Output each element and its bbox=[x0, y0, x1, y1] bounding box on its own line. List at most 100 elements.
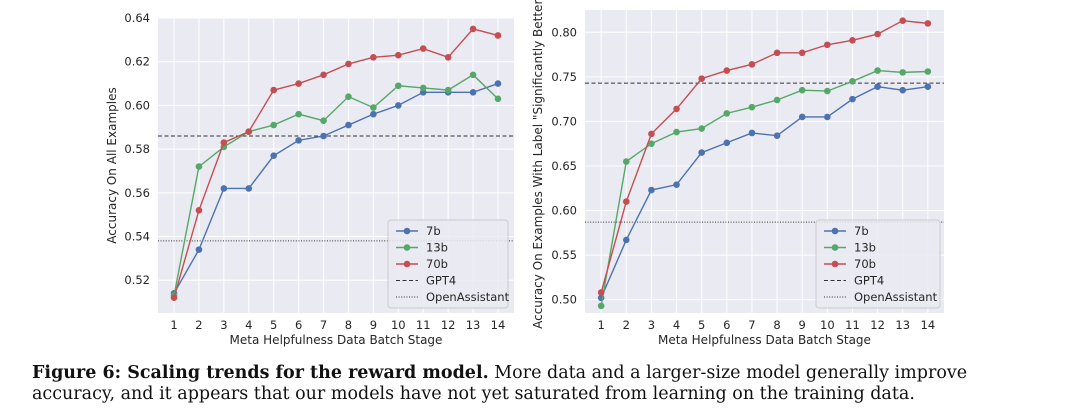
data-point-70b bbox=[723, 67, 731, 74]
data-point-70b bbox=[773, 49, 781, 57]
x-tick-label: 14 bbox=[491, 318, 506, 332]
x-tick-label: 11 bbox=[845, 318, 860, 332]
y-axis-label: Accuracy On Examples With Label "Signifi… bbox=[531, 0, 545, 329]
data-point-70b bbox=[597, 289, 605, 296]
x-tick-label: 9 bbox=[370, 318, 377, 332]
data-point-13b bbox=[698, 125, 705, 132]
legend-label: 13b bbox=[854, 241, 876, 255]
data-point-13b bbox=[270, 121, 278, 129]
data-point-70b bbox=[395, 51, 402, 59]
figure: 0.520.540.560.580.600.620.641 2 3 4 5 6 7 8 9 10 1… bbox=[105, 0, 944, 347]
x-tick-label: 5 bbox=[698, 318, 705, 332]
data-point-7b bbox=[673, 181, 680, 188]
data-point-13b bbox=[597, 302, 605, 310]
series-line-13b bbox=[600, 69, 928, 306]
legend-label: 13b bbox=[426, 241, 448, 255]
data-point-7b bbox=[698, 149, 705, 156]
legend-label: 7b bbox=[854, 224, 869, 238]
data-point-13b bbox=[622, 158, 630, 165]
x-tick-label: 13 bbox=[466, 318, 481, 332]
y-tick-label: 0.60 bbox=[551, 204, 577, 218]
legend-label: 70b bbox=[854, 257, 876, 271]
y-tick-label: 0.70 bbox=[551, 114, 577, 128]
data-point-70b bbox=[673, 105, 680, 113]
series-line-70b bbox=[600, 19, 928, 293]
data-point-70b bbox=[874, 30, 881, 38]
legend-box bbox=[387, 219, 509, 309]
data-point-13b bbox=[320, 117, 327, 125]
legend-marker-70b bbox=[831, 260, 839, 268]
legend-marker-70b bbox=[403, 260, 411, 268]
data-point-7b bbox=[648, 186, 655, 194]
x-tick-label: 12 bbox=[441, 318, 456, 332]
x-tick-label: 7 bbox=[748, 318, 755, 332]
x-tick-label: 10 bbox=[820, 318, 835, 332]
y-tick-label: 0.55 bbox=[551, 248, 577, 262]
x-tick-label: 1 bbox=[597, 318, 604, 332]
series-line-7b bbox=[173, 82, 499, 294]
y-axis-label: Accuracy On All Examples bbox=[105, 87, 119, 243]
x-tick-label: 6 bbox=[723, 318, 730, 332]
legend-box bbox=[815, 219, 941, 309]
x-tick-label: 7 bbox=[320, 318, 327, 332]
left-chart: 0.520.540.560.580.600.620.641 2 3 4 5 6 7 8 9 10 1… bbox=[105, 11, 514, 347]
data-point-13b bbox=[673, 128, 680, 136]
data-point-7b bbox=[370, 110, 377, 118]
data-point-7b bbox=[320, 132, 327, 140]
data-point-13b bbox=[648, 140, 655, 147]
legend-label: GPT4 bbox=[426, 274, 456, 288]
y-tick-label: 0.58 bbox=[124, 142, 150, 156]
data-point-70b bbox=[698, 75, 705, 82]
data-point-13b bbox=[899, 69, 907, 76]
legend-label: 70b bbox=[426, 257, 448, 271]
x-tick-label: 6 bbox=[295, 318, 302, 332]
x-axis-label: Meta Helpfulness Data Batch Stage bbox=[658, 333, 871, 347]
x-tick-label: 1 bbox=[170, 318, 177, 332]
data-point-70b bbox=[648, 130, 655, 138]
legend-label: GPT4 bbox=[854, 274, 884, 288]
data-point-7b bbox=[494, 80, 502, 87]
data-point-7b bbox=[748, 129, 756, 137]
data-point-70b bbox=[444, 54, 452, 61]
y-tick-label: 0.56 bbox=[124, 186, 150, 200]
data-point-13b bbox=[444, 86, 452, 94]
legend-label: OpenAssistant bbox=[854, 290, 938, 304]
data-point-70b bbox=[924, 20, 932, 27]
x-tick-label: 13 bbox=[895, 318, 910, 332]
y-tick-label: 0.64 bbox=[124, 11, 150, 25]
data-point-70b bbox=[748, 61, 756, 68]
x-tick-label: 9 bbox=[799, 318, 806, 332]
x-tick-label: 11 bbox=[416, 318, 431, 332]
x-tick-label: 2 bbox=[623, 318, 630, 332]
data-point-70b bbox=[370, 54, 377, 61]
data-point-13b bbox=[773, 96, 781, 104]
data-point-7b bbox=[924, 83, 932, 90]
y-tick-label: 0.52 bbox=[124, 273, 150, 287]
x-tick-label: 10 bbox=[391, 318, 406, 332]
data-point-70b bbox=[170, 294, 178, 302]
data-point-7b bbox=[849, 95, 856, 103]
x-tick-label: 4 bbox=[245, 318, 252, 332]
legend-label: 7b bbox=[426, 224, 441, 238]
data-point-7b bbox=[469, 88, 477, 96]
x-tick-label: 14 bbox=[921, 318, 936, 332]
y-tick-label: 0.75 bbox=[551, 70, 577, 84]
caption-label: Figure 6: Scaling trends for the reward … bbox=[32, 363, 489, 383]
data-point-7b bbox=[798, 113, 806, 121]
x-tick-label: 5 bbox=[270, 318, 277, 332]
data-point-7b bbox=[220, 185, 228, 192]
series-line-7b bbox=[600, 85, 928, 299]
data-point-70b bbox=[320, 71, 327, 79]
right-chart: 0.500.550.600.650.700.750.801 2 3 4 5 6 7 8 9 10 1… bbox=[531, 0, 944, 347]
data-point-13b bbox=[195, 163, 203, 170]
x-tick-label: 8 bbox=[773, 318, 780, 332]
data-point-70b bbox=[345, 60, 352, 68]
data-point-70b bbox=[245, 128, 253, 135]
data-point-13b bbox=[494, 95, 502, 103]
legend-marker-13b bbox=[831, 244, 839, 251]
data-point-70b bbox=[849, 37, 856, 44]
series-line-70b bbox=[173, 28, 499, 298]
data-point-70b bbox=[220, 139, 228, 146]
x-tick-label: 2 bbox=[195, 318, 202, 332]
data-point-13b bbox=[469, 71, 477, 79]
